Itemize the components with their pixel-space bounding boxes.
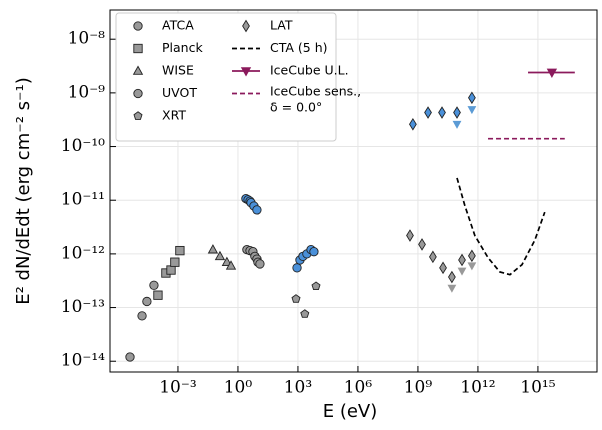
y-tick-label: 10⁻¹¹ <box>61 190 105 210</box>
marker <box>133 43 143 54</box>
legend-label: ATCA <box>162 18 194 33</box>
y-tick-label: 10⁻¹⁰ <box>61 136 105 156</box>
marker <box>207 244 219 254</box>
legend-box <box>115 12 337 142</box>
marker <box>448 270 456 284</box>
plot-frame <box>109 9 598 373</box>
marker <box>309 247 319 257</box>
marker <box>300 309 310 318</box>
marker <box>153 290 163 300</box>
x-axis-label: E (eV) <box>323 401 378 422</box>
legend-label: WISE <box>162 63 194 78</box>
legend-label: Planck <box>162 40 203 55</box>
marker <box>468 249 476 263</box>
marker <box>255 259 265 269</box>
x-tick-label: 10³ <box>284 378 312 398</box>
marker <box>133 111 143 120</box>
y-tick-label: 10⁻¹³ <box>61 297 105 317</box>
x-tick-label: 10⁻³ <box>159 378 196 398</box>
legend-label: LAT <box>270 18 293 33</box>
marker <box>175 245 185 256</box>
marker <box>447 284 457 293</box>
marker <box>166 265 176 275</box>
marker <box>424 106 432 119</box>
marker <box>133 21 143 31</box>
marker <box>225 260 237 270</box>
marker <box>429 250 437 264</box>
marker <box>406 229 414 242</box>
marker <box>252 205 262 215</box>
legend-label: CTA (5 h) <box>270 40 328 55</box>
marker <box>438 106 446 119</box>
marker <box>125 352 135 362</box>
marker <box>467 262 477 271</box>
marker <box>439 261 447 275</box>
marker <box>240 67 252 77</box>
x-tick-label: 10¹⁵ <box>520 378 555 398</box>
marker <box>133 88 143 99</box>
x-tick-label: 10⁹ <box>404 378 433 398</box>
marker <box>458 253 466 267</box>
marker <box>221 256 233 267</box>
marker <box>291 294 301 303</box>
marker <box>292 263 302 273</box>
x-tick-label: 10⁶ <box>344 378 373 398</box>
marker <box>452 120 462 129</box>
legend-label: XRT <box>162 108 186 123</box>
y-tick-label: 10⁻¹² <box>61 243 105 263</box>
marker <box>468 91 476 105</box>
marker <box>453 106 461 119</box>
marker <box>142 296 152 307</box>
y-tick-label: 10⁻¹⁴ <box>61 351 105 371</box>
marker <box>132 65 144 75</box>
x-tick-label: 10⁰ <box>224 378 253 398</box>
y-tick-label: 10⁻⁸ <box>68 29 106 49</box>
legend: ATCA Planck WISE UVOT XRT LAT CTA (5 h) IceCube… <box>115 12 361 142</box>
legend-label: IceCube U.L. <box>270 63 349 78</box>
y-tick-label: 10⁻⁹ <box>68 82 106 102</box>
line <box>456 177 546 276</box>
marker <box>418 238 426 251</box>
y-axis-label: E² dN/dEdt (erg cm⁻² s⁻¹) <box>13 77 34 305</box>
x-tick-label: 10¹² <box>460 378 495 398</box>
marker <box>311 281 321 291</box>
marker <box>242 19 250 33</box>
marker <box>170 257 180 267</box>
marker <box>137 311 147 321</box>
marker <box>546 68 558 79</box>
marker <box>457 267 467 276</box>
marker <box>409 117 417 131</box>
marker <box>214 250 226 261</box>
legend-label: UVOT <box>162 85 197 100</box>
legend-label: IceCube sens., δ = 0.0° <box>270 83 361 114</box>
marker <box>467 106 477 115</box>
marker <box>149 280 159 290</box>
